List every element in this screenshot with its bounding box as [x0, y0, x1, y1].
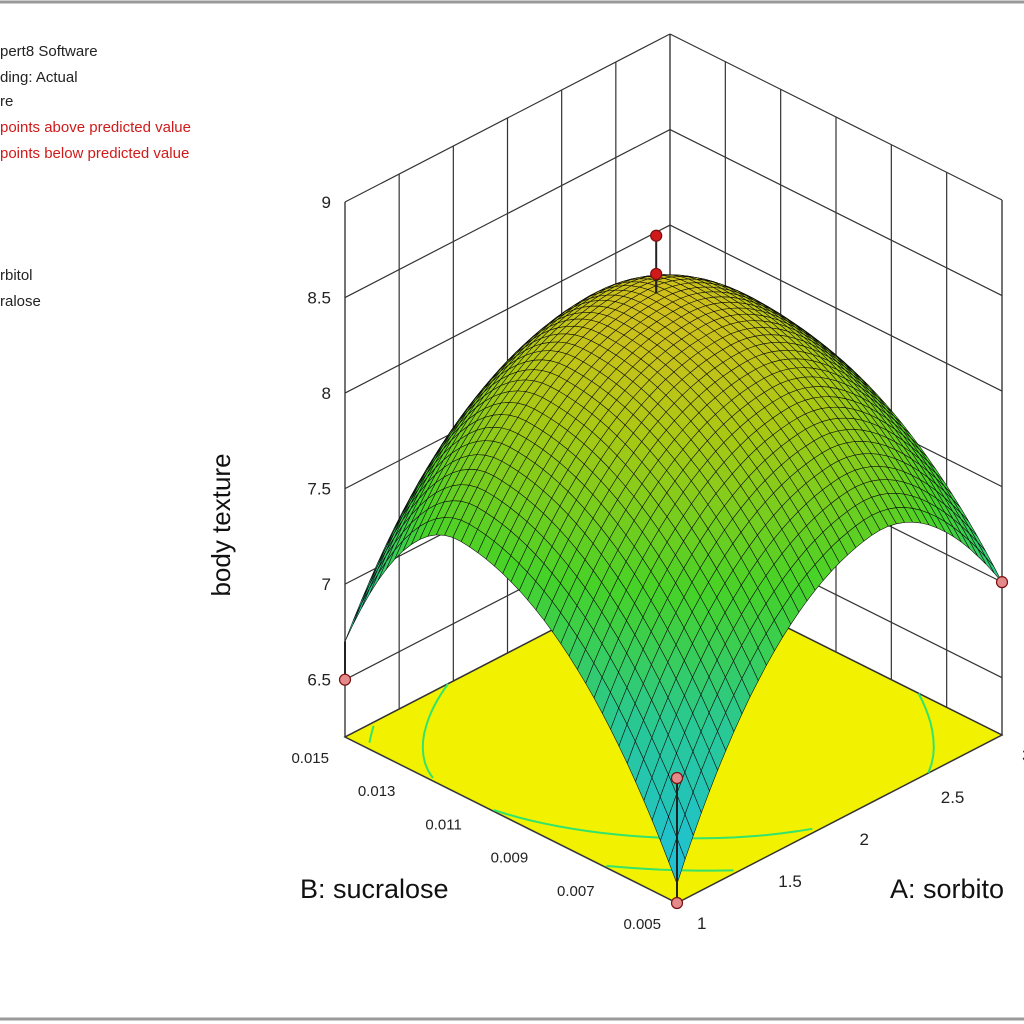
y-tick-label: 0.009 — [491, 850, 529, 867]
x-tick-label: 1.5 — [778, 872, 802, 891]
z-tick-label: 8.5 — [307, 289, 331, 308]
floor-contour — [368, 725, 734, 872]
tick-labels: 6.5 7 7.5 8 8.5 9 1 1.5 2 2.5 3 0.005 0.007 0.009 0.01… — [291, 193, 1024, 933]
y-tick-label: 0.011 — [425, 816, 461, 833]
x-tick-label: 2 — [860, 830, 869, 849]
design-point — [670, 896, 684, 910]
z-axis-label: body texture — [206, 453, 236, 596]
design-point — [650, 267, 663, 281]
surface-cell — [361, 573, 379, 609]
legend-response: re — [0, 93, 14, 110]
design-point — [995, 576, 1009, 589]
z-tick-label: 6.5 — [307, 671, 331, 690]
y-tick-label: 0.013 — [358, 783, 396, 800]
legend-coding: ding: Actual — [0, 69, 78, 86]
design-point — [338, 673, 352, 686]
design-point — [670, 771, 684, 785]
legend-below: points below predicted value — [0, 145, 190, 162]
legend-above: points above predicted value — [0, 119, 191, 136]
x-tick-label: 3 — [1022, 746, 1024, 765]
y-tick-label: 0.007 — [557, 883, 595, 900]
z-tick-label: 9 — [322, 193, 331, 212]
legend-x2: ralose — [0, 293, 41, 310]
design-point — [650, 229, 663, 242]
y-tick-label: 0.015 — [291, 750, 329, 767]
z-tick-label: 8 — [322, 384, 331, 403]
z-tick-label: 7 — [322, 575, 331, 594]
x-axis-label: A: sorbito — [890, 874, 1004, 904]
z-tick-label: 7.5 — [307, 480, 331, 499]
x-tick-label: 2.5 — [941, 788, 965, 807]
response-surface — [344, 274, 1003, 885]
y-axis-label: B: sucralose — [300, 874, 449, 904]
legend-software: pert8 Software — [0, 43, 98, 60]
design-points — [338, 229, 1009, 910]
x-tick-label: 1 — [697, 914, 706, 933]
y-tick-label: 0.005 — [623, 916, 661, 933]
legend-x1: rbitol — [0, 267, 33, 284]
